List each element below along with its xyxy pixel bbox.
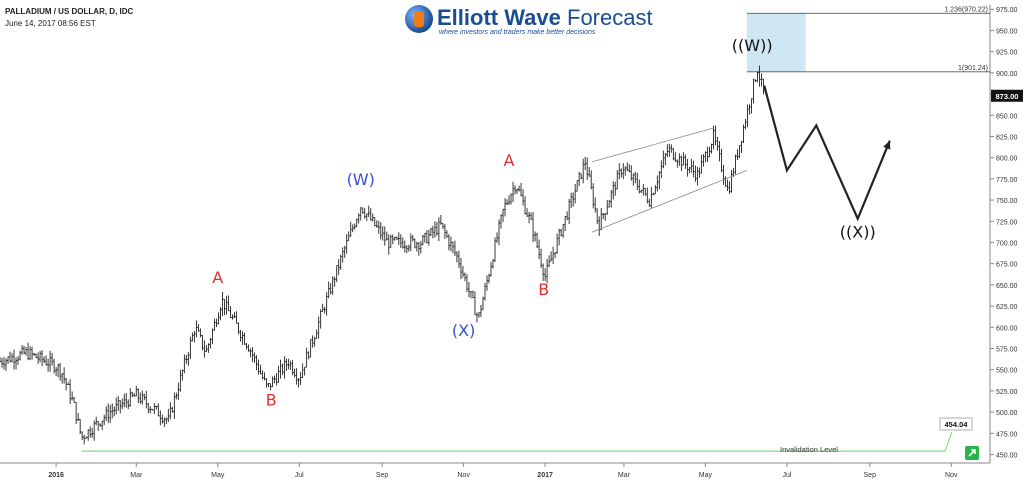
x-tick-label: Sep <box>376 472 389 479</box>
logo-brand-a: Elliott Wave <box>437 5 561 30</box>
y-tick-label: 800.00 <box>996 156 1018 163</box>
x-tick-label: Mar <box>130 472 143 479</box>
brand-logo: Elliott Wave Forecast where investors an… <box>405 5 653 39</box>
invalidation-value: 454.04 <box>945 420 969 429</box>
x-tick-label: Nov <box>457 472 470 479</box>
wedge-lower-line <box>591 170 747 233</box>
y-tick-label: 450.00 <box>996 453 1018 460</box>
y-tick-label: 650.00 <box>996 283 1018 290</box>
logo-brand-b: Forecast <box>567 5 653 30</box>
wave-label: (W) <box>347 170 375 189</box>
wedge-upper-line <box>591 127 714 163</box>
y-tick-label: 525.00 <box>996 389 1018 396</box>
projection-path <box>763 85 891 222</box>
chart-datetime: June 14, 2017 08:56 EST <box>5 19 96 28</box>
y-tick-label: 925.00 <box>996 50 1018 57</box>
y-tick-label: 850.00 <box>996 113 1018 120</box>
y-tick-label: 600.00 <box>996 325 1018 332</box>
wave-label: A <box>504 151 515 170</box>
projection-arrowhead <box>883 140 891 150</box>
y-tick-label: 675.00 <box>996 262 1018 269</box>
x-tick-label: Nov <box>945 472 958 479</box>
y-tick-label: 725.00 <box>996 219 1018 226</box>
fib-level-label: 1(901.24) <box>958 65 988 72</box>
wave-label: B <box>266 390 277 409</box>
y-tick-label: 625.00 <box>996 304 1018 311</box>
current-price-value: 873.00 <box>996 92 1019 101</box>
x-tick-label: May <box>699 472 713 479</box>
y-tick-label: 575.00 <box>996 347 1018 354</box>
y-tick-label: 775.00 <box>996 177 1018 184</box>
y-tick-label: 500.00 <box>996 410 1018 417</box>
wave-label: ((X)) <box>840 222 876 241</box>
arrow-up-right-icon <box>968 449 976 457</box>
trend-arrow-button[interactable] <box>965 446 979 460</box>
y-tick-label: 475.00 <box>996 431 1018 438</box>
y-tick-label: 950.00 <box>996 28 1018 35</box>
x-tick-label: 2016 <box>48 472 64 479</box>
x-tick-label: Mar <box>618 472 631 479</box>
x-tick-label: 2017 <box>537 472 553 479</box>
logo-tagline: where investors and traders make better … <box>439 29 596 36</box>
x-tick-label: Sep <box>864 472 877 479</box>
symbol-title: PALLADIUM / US DOLLAR, D, IDC <box>5 7 134 16</box>
x-tick-label: Jul <box>295 472 304 479</box>
invalidation-label: Invalidation Level <box>780 445 838 454</box>
y-tick-label: 825.00 <box>996 134 1018 141</box>
invalidation-value-box <box>939 417 973 431</box>
fib-target-box <box>746 13 806 72</box>
y-tick-label: 550.00 <box>996 368 1018 375</box>
y-tick-label: 750.00 <box>996 198 1018 205</box>
wave-label: (X) <box>452 321 475 340</box>
current-price-tag <box>991 89 1023 102</box>
invalidation-leader <box>944 431 953 452</box>
wave-label: ((W)) <box>732 36 773 55</box>
y-tick-label: 700.00 <box>996 240 1018 247</box>
fib-level-label: 1.236(970.22) <box>944 6 988 13</box>
globe-logo-icon <box>405 5 433 33</box>
y-tick-label: 975.00 <box>996 7 1018 14</box>
y-tick-label: 900.00 <box>996 71 1018 78</box>
wave-label: B <box>538 280 549 299</box>
x-tick-label: Jul <box>782 472 791 479</box>
wave-label: A <box>212 268 223 287</box>
x-tick-label: May <box>211 472 225 479</box>
